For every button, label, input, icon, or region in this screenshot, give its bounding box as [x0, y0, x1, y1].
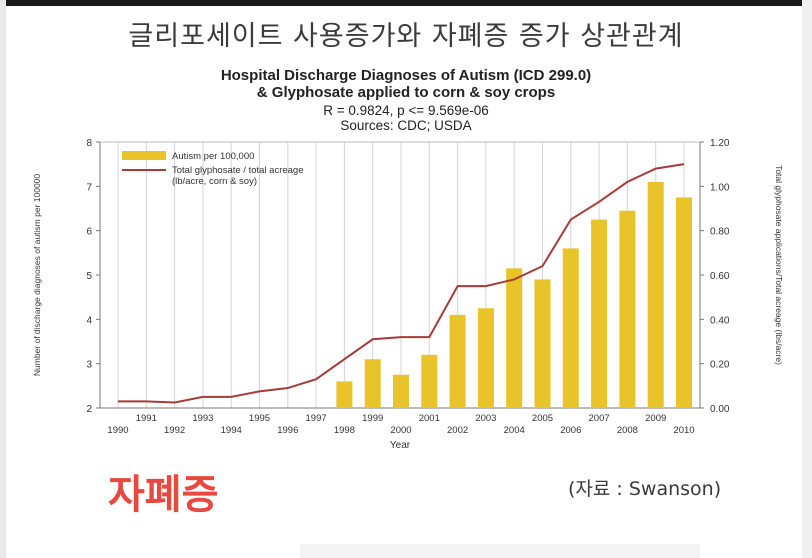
right-tick-label: 0.60 [710, 271, 730, 282]
right-tick-label: 0.80 [710, 227, 730, 238]
x-tick-label: 1992 [164, 425, 185, 436]
x-tick-label: 1996 [277, 425, 298, 436]
x-tick-label: 1990 [107, 425, 128, 436]
left-tick-label: 3 [86, 360, 92, 371]
right-axis-label: Total glyphosate applications/Total acre… [774, 165, 784, 365]
right-tick-label: 1.00 [710, 182, 730, 193]
right-tick-label: 0.40 [710, 315, 730, 326]
x-tick-label: 1999 [362, 413, 383, 424]
glyphosate-line [118, 163, 685, 404]
x-tick-label: 2005 [532, 413, 553, 424]
x-tick-label: 2002 [447, 425, 468, 436]
x-tick-label: 1998 [334, 425, 355, 436]
x-tick-label: 2001 [419, 413, 440, 424]
x-tick-label: 1995 [249, 413, 270, 424]
bottom-strip [300, 544, 700, 558]
chart-correlation-stat: R = 0.9824, p <= 9.569e-06 [323, 103, 489, 118]
right-tick-label: 1.20 [710, 138, 730, 149]
autism-bar [562, 248, 579, 408]
chart-sources: Sources: CDC; USDA [340, 118, 472, 133]
x-tick-label: 1993 [192, 413, 213, 424]
left-tick-label: 6 [86, 227, 92, 238]
autism-bar [591, 219, 608, 408]
source-note: (자료 : Swanson) [568, 478, 722, 500]
autism-bar [647, 181, 664, 408]
legend-bar-swatch [122, 151, 166, 160]
autism-bar [619, 210, 636, 408]
autism-bar [449, 314, 466, 408]
x-tick-label: 2004 [504, 425, 525, 436]
x-tick-label: 1994 [221, 425, 242, 436]
autism-bar [676, 197, 692, 408]
autism-bar [336, 381, 353, 408]
x-tick-label: 1997 [306, 413, 327, 424]
x-tick-label: 2006 [560, 425, 581, 436]
left-border [0, 0, 6, 558]
top-border [0, 0, 812, 6]
left-tick-label: 8 [86, 138, 92, 149]
left-tick-label: 2 [86, 404, 92, 415]
x-tick-label: 1991 [136, 413, 157, 424]
left-axis-label: Number of discharge diagnoses of autism … [32, 174, 42, 377]
x-tick-label: 2009 [645, 413, 666, 424]
korean-title: 글리포세이트 사용증가와 자폐증 증가 상관관계 [128, 21, 684, 52]
x-tick-label: 2008 [617, 425, 638, 436]
left-tick-label: 4 [86, 315, 92, 326]
autism-bar [421, 354, 438, 408]
right-border [802, 0, 812, 558]
x-tick-label: 2010 [673, 425, 694, 436]
right-tick-label: 0.20 [710, 360, 730, 371]
chart-title-line-2: & Glyphosate applied to corn & soy crops [256, 84, 556, 101]
autism-bar [534, 279, 551, 408]
right-tick-label: 0.00 [710, 404, 730, 415]
legend-line-label-2: (lb/acre, corn & soy) [172, 176, 257, 187]
autism-bar [393, 374, 409, 408]
left-tick-label: 5 [86, 271, 92, 282]
autism-bar [477, 308, 494, 408]
autism-bar [506, 268, 523, 408]
chart-title-line-1: Hospital Discharge Diagnoses of Autism (… [220, 67, 592, 84]
x-axis-label: Year [390, 440, 411, 451]
legend-line-label: Total glyphosate / total acreage [172, 165, 304, 176]
autism-bar [364, 359, 381, 408]
left-tick-label: 7 [86, 182, 92, 193]
x-tick-label: 2007 [589, 413, 610, 424]
x-tick-label: 2000 [390, 425, 411, 436]
autism-headline: 자폐증 [108, 472, 219, 518]
legend-bar-label: Autism per 100,000 [172, 151, 254, 162]
x-tick-label: 2003 [475, 413, 496, 424]
